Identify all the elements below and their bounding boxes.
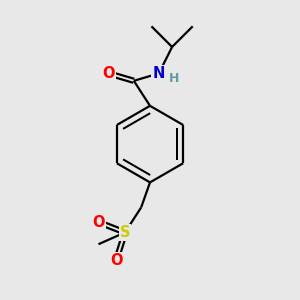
Text: O: O	[92, 214, 105, 230]
Text: O: O	[110, 253, 122, 268]
Text: S: S	[120, 225, 130, 240]
Text: H: H	[169, 72, 179, 85]
Text: O: O	[103, 66, 115, 81]
Text: N: N	[153, 66, 165, 81]
